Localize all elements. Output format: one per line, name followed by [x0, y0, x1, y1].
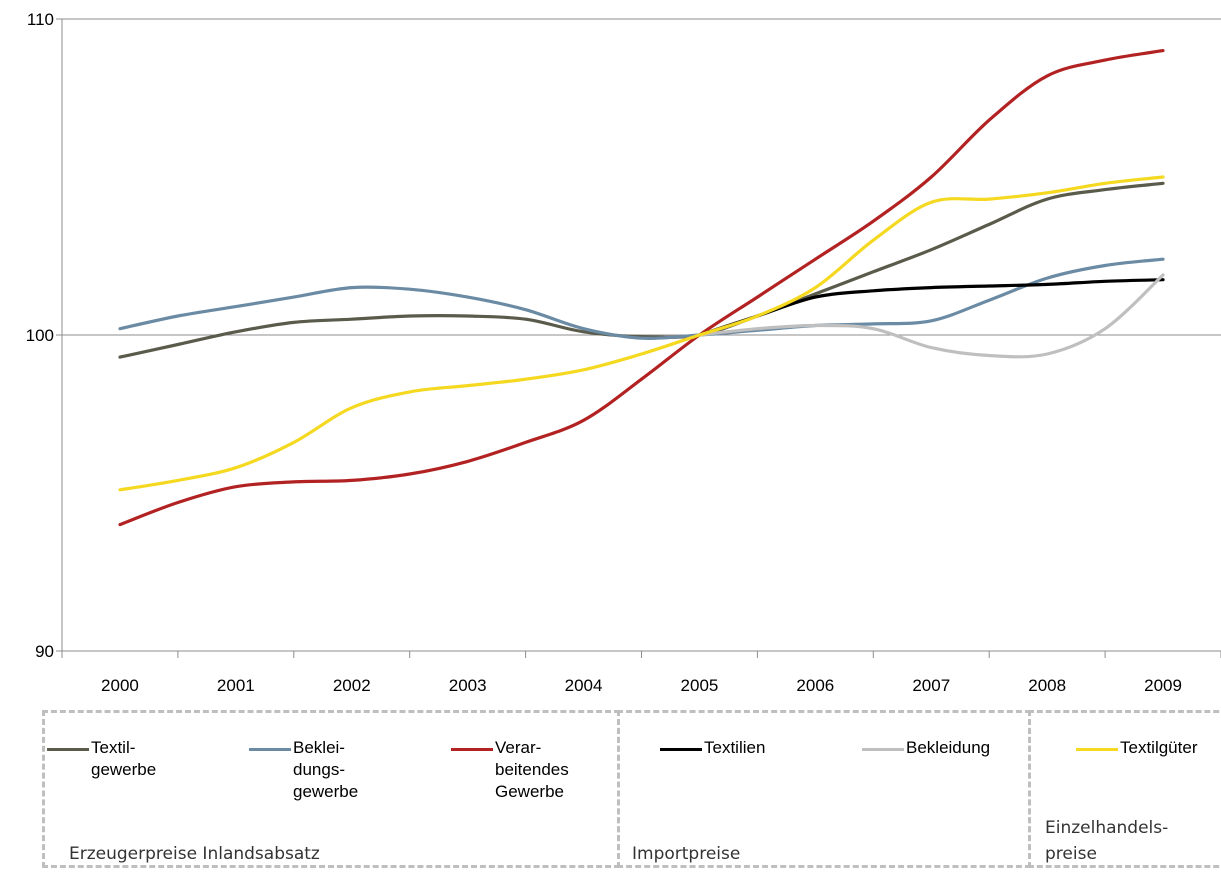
x-tick-label-2000: 2000: [101, 676, 139, 695]
x-tick-label-2004: 2004: [565, 676, 603, 695]
legend-swatch-textilien: [660, 748, 702, 751]
legend-item-textilien: Textilien: [660, 737, 765, 759]
series-line-bekleidung: [697, 273, 1165, 359]
legend-label-bekleidungsgewerbe: Beklei- dungs- gewerbe: [293, 738, 359, 801]
axis-layer: [56, 18, 1221, 658]
y-tick-label-90: 90: [35, 642, 54, 661]
label-layer: 90 100 110 2000 2001 2002 2003 2004 2005 2006 2007…: [26, 10, 1182, 695]
legend-item-bekleidungsgewerbe: Beklei- dungs- gewerbe: [249, 737, 358, 803]
legend-group-label-import: Importpreise: [632, 844, 741, 864]
x-tick-label-2005: 2005: [681, 676, 719, 695]
legend-swatch-verarbeitendes: [451, 748, 493, 751]
legend-group-label-producer: Erzeugerpreise Inlandsabsatz: [69, 844, 320, 864]
legend-label-textilien: Textilien: [704, 738, 766, 757]
legend-swatch-bekleidungsgewerbe: [249, 748, 291, 751]
legend-swatch-textilgueter: [1076, 748, 1118, 751]
x-tick-label-2009: 2009: [1144, 676, 1182, 695]
legend-label-verarbeitendes: Verar- beitendes Gewerbe: [495, 738, 569, 801]
y-tick-label-110: 110: [27, 10, 54, 29]
line-chart: 90 100 110 2000 2001 2002 2003 2004 2005 2006 2007…: [26, 10, 1221, 695]
y-tick-label-100: 100: [26, 326, 54, 345]
legend-group-retail: Textilgüter Einzelhandels- preise: [1028, 710, 1221, 868]
legend-label-textilgueter: Textilgüter: [1120, 738, 1198, 757]
series-line-textilgueter: [118, 175, 1165, 492]
legend-swatch-textilgewerbe: [47, 748, 89, 751]
legend-item-verarbeitendes: Verar- beitendes Gewerbe: [451, 737, 569, 803]
x-tick-label-2001: 2001: [217, 676, 255, 695]
legend-label-bekleidung: Bekleidung: [906, 738, 991, 757]
x-tick-label-2007: 2007: [912, 676, 950, 695]
legend-swatch-bekleidung: [862, 748, 904, 751]
x-tick-label-2008: 2008: [1028, 676, 1066, 695]
series-line-verarbeitendes: [118, 49, 1165, 527]
x-tick-label-2006: 2006: [796, 676, 834, 695]
legend-item-textilgueter: Textilgüter: [1076, 737, 1197, 759]
grid-layer: [62, 18, 1221, 336]
legend-group-producer: Textil- gewerbe Beklei- dungs- gewerbe V…: [42, 710, 620, 868]
legend-item-bekleidung: Bekleidung: [862, 737, 990, 759]
legend-group-import: Textilien Bekleidung Importpreise: [617, 710, 1031, 868]
legend-label-textilgewerbe: Textil- gewerbe: [91, 738, 157, 779]
legend-group-label-retail: Einzelhandels- preise: [1045, 818, 1169, 864]
x-tick-label-2002: 2002: [333, 676, 371, 695]
x-tick-label-2003: 2003: [449, 676, 487, 695]
legend-item-textilgewerbe: Textil- gewerbe: [47, 737, 156, 781]
series-line-textilgewerbe: [118, 181, 1165, 359]
series-line-bekleidungsgewerbe: [118, 257, 1165, 341]
series-layer: [118, 49, 1165, 527]
